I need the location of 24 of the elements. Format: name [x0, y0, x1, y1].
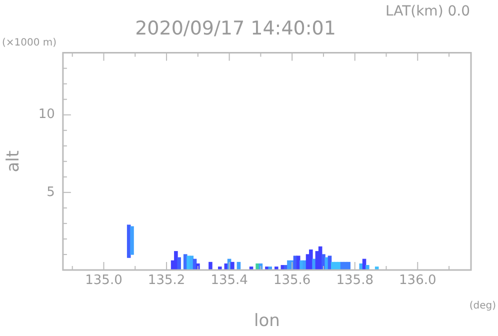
bar	[190, 256, 194, 270]
bar	[218, 266, 222, 270]
x-tick-label: 135.8	[336, 273, 374, 288]
text: (×1000 m)	[2, 38, 57, 49]
bar	[130, 226, 134, 255]
bar	[177, 257, 181, 270]
x-tick-label: 135.2	[148, 273, 186, 288]
bar	[230, 262, 234, 270]
bar	[208, 262, 212, 270]
text: LAT(km) 0.0	[385, 4, 470, 20]
bar	[346, 262, 350, 270]
y-axis-title: alt	[4, 150, 24, 172]
bar	[274, 266, 278, 270]
y-tick-label: 5	[46, 184, 55, 200]
y-tick-label: 10	[38, 107, 55, 122]
x-tick-label: 135.0	[85, 273, 122, 288]
x-tick-label: 135.6	[273, 273, 311, 288]
x-tick-label: 135.4	[210, 273, 248, 288]
x-axis-title: lon	[254, 311, 280, 332]
text: (deg)	[469, 300, 496, 312]
bar	[366, 265, 370, 270]
x-tick-label: 136.0	[399, 273, 436, 288]
bar	[268, 266, 272, 270]
chart-title: 2020/09/17 14:40:01	[135, 17, 336, 40]
